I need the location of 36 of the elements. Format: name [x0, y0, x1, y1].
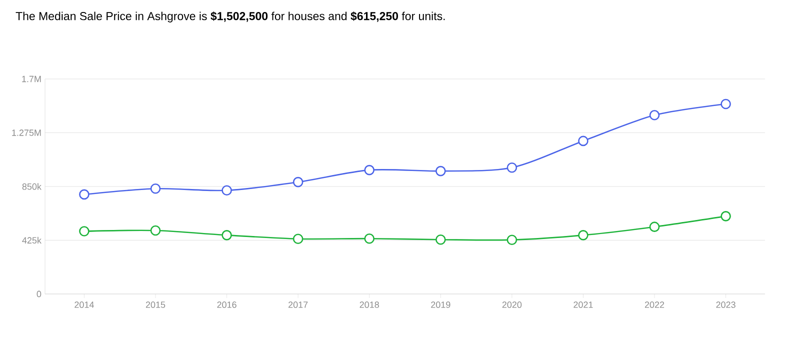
point — [222, 230, 232, 240]
y-tick-label: 850k — [22, 183, 42, 190]
point — [436, 234, 446, 245]
point — [79, 189, 90, 200]
y-tick-label: 425k — [22, 236, 42, 244]
point — [720, 211, 731, 222]
point — [649, 110, 660, 120]
x-tick-label: 2015 — [146, 302, 166, 308]
point — [79, 226, 90, 236]
x-tick-label: 2014 — [74, 302, 94, 308]
point — [292, 234, 304, 244]
y-tick-label: 1.7M — [22, 76, 41, 82]
point — [150, 183, 161, 194]
point — [506, 162, 518, 173]
chart-title: The Median Sale Price in Ashgrove is $1,502,500 for houses and $615,250 for units. — [16, 12, 445, 22]
point — [436, 166, 446, 176]
x-tick-label: 2020 — [502, 302, 522, 308]
point — [150, 225, 161, 236]
y-tick-label: 1.275M — [12, 130, 41, 136]
point — [292, 176, 304, 188]
point — [364, 164, 375, 176]
point — [578, 230, 588, 240]
x-tick-label: 2021 — [574, 302, 593, 308]
point — [649, 222, 660, 232]
x-tick-label: 2018 — [360, 302, 379, 308]
x-tick-label: 2019 — [431, 302, 450, 308]
point — [364, 233, 375, 244]
point — [720, 98, 731, 110]
x-tick-label: 2023 — [716, 302, 736, 308]
y-tick-label: 0 — [36, 290, 42, 298]
x-tick-label: 2017 — [288, 302, 308, 308]
x-tick-label: 2022 — [644, 302, 664, 308]
x-tick-label: 2016 — [217, 302, 236, 308]
point — [506, 234, 518, 246]
point — [222, 185, 232, 196]
point — [578, 136, 588, 146]
